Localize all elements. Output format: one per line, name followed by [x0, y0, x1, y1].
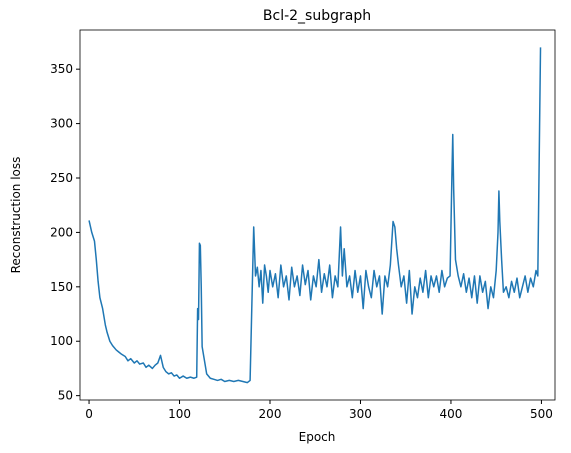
- chart-title: Bcl-2_subgraph: [263, 8, 371, 24]
- x-tick-label: 300: [349, 407, 372, 421]
- x-tick-label: 100: [168, 407, 191, 421]
- y-tick-label: 200: [50, 225, 73, 239]
- x-tick-label: 0: [85, 407, 93, 421]
- y-tick-label: 300: [50, 117, 73, 131]
- x-tick-label: 200: [259, 407, 282, 421]
- plot-frame: [79, 29, 556, 401]
- y-tick-label: 250: [50, 171, 73, 185]
- x-tick-label: 500: [530, 407, 553, 421]
- x-axis-label: Epoch: [299, 430, 336, 444]
- y-axis-label: Reconstruction loss: [9, 157, 23, 274]
- y-tick-label: 150: [50, 280, 73, 294]
- data-line: [88, 47, 542, 384]
- y-tick-label: 50: [58, 389, 73, 403]
- y-tick-label: 350: [50, 62, 73, 76]
- x-tick-label: 400: [439, 407, 462, 421]
- y-tick-label: 100: [50, 334, 73, 348]
